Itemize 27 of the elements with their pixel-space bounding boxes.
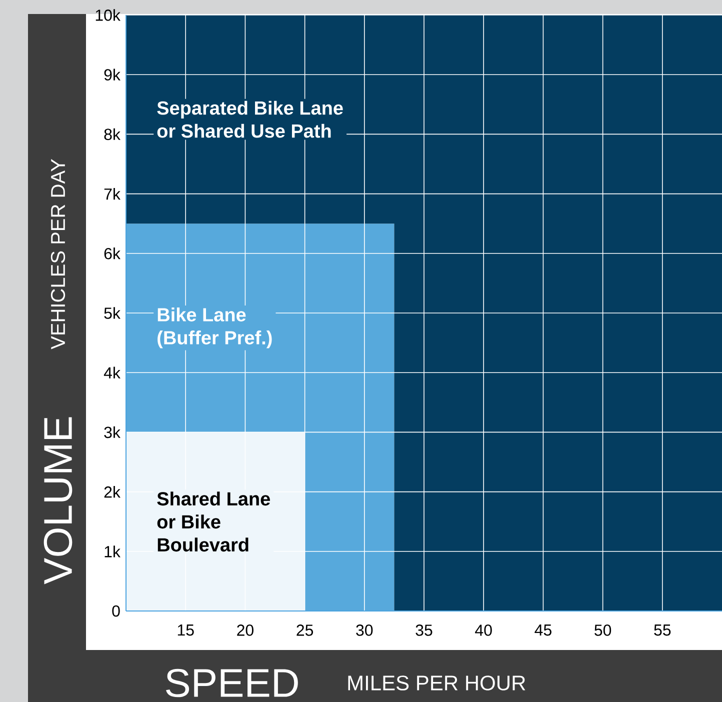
y-tick-label: 5k xyxy=(104,307,120,319)
x-tick-label: 55 xyxy=(654,624,671,636)
y-tick-label: 0 xyxy=(112,605,120,617)
x-tick-label: 40 xyxy=(475,624,492,636)
y-tick-label: 1k xyxy=(104,546,120,558)
y-tick-label: 8k xyxy=(104,128,120,140)
x-tick-label: 20 xyxy=(237,624,254,636)
x-tick-label: 50 xyxy=(594,624,612,636)
y-tick-label: 2k xyxy=(104,486,120,498)
x-tick-label: 25 xyxy=(296,624,314,636)
x-axis-title: SPEED xyxy=(166,668,298,698)
y-axis-title: VOLUME xyxy=(44,417,72,584)
series-label: Separated Bike Lane or Shared Use Path xyxy=(157,100,343,138)
x-tick-label: 35 xyxy=(416,624,432,636)
y-tick-label: 3k xyxy=(104,426,120,438)
text: MILES PER HOUR xyxy=(348,676,526,690)
y-tick-label: 6k xyxy=(104,248,120,260)
y-tick-label: 10k xyxy=(96,9,120,21)
y-tick-label: 4k xyxy=(104,366,120,378)
x-tick-label: 15 xyxy=(178,624,194,636)
text: VEHICLES PER DAY xyxy=(50,159,66,350)
series-label: Shared Lane or Bike Boulevard xyxy=(157,492,270,552)
y-tick-label: 9k xyxy=(104,68,120,80)
x-tick-label: 45 xyxy=(534,624,552,636)
series-label: Bike Lane (Buffer Pref.) xyxy=(158,308,272,348)
x-tick-label: 30 xyxy=(356,624,373,636)
y-tick-label: 7k xyxy=(104,188,120,200)
